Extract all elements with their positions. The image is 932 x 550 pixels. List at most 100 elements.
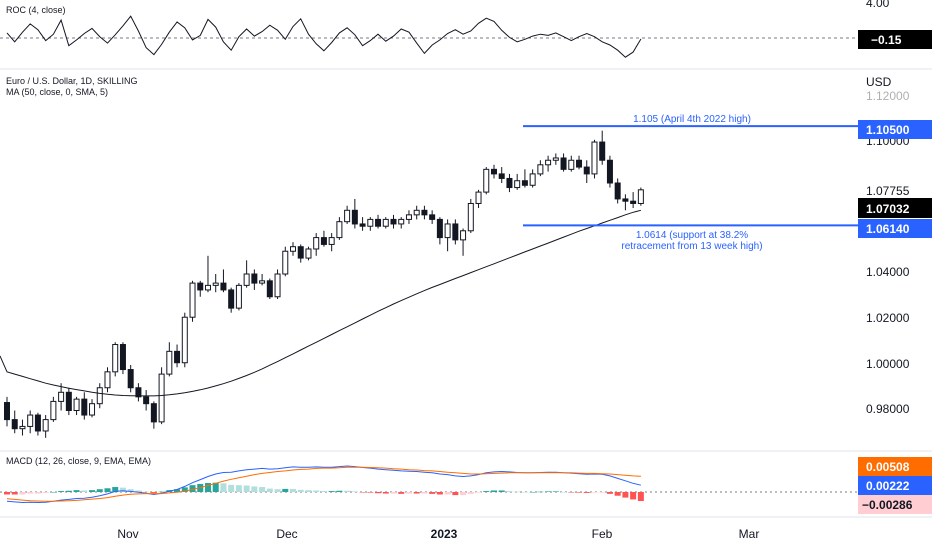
histogram-bar — [460, 492, 467, 496]
candle-up — [19, 425, 26, 430]
candle-up — [413, 209, 420, 216]
candle-up — [274, 273, 281, 298]
macd-line — [6, 465, 642, 504]
candle-up — [514, 180, 521, 189]
candle-up — [50, 400, 57, 421]
histogram-bar — [514, 491, 521, 493]
histogram-bar — [552, 491, 559, 492]
histogram-bar — [444, 492, 451, 495]
histogram-bar — [490, 490, 497, 492]
candle-down — [599, 141, 606, 161]
candle-down — [351, 209, 358, 225]
x-tick-label: Dec — [276, 527, 297, 541]
histogram-bar — [336, 490, 343, 492]
x-tick-label: Feb — [592, 527, 613, 541]
candle-up — [305, 248, 312, 259]
resistance-annotation: 1.105 (April 4th 2022 high) — [633, 114, 751, 125]
candle-up — [104, 371, 111, 389]
histogram-bar — [34, 492, 41, 494]
candle-up — [212, 282, 219, 286]
histogram-bar — [529, 492, 536, 493]
candle-up — [344, 209, 351, 223]
candle-up — [467, 202, 474, 232]
macd-histogram — [4, 482, 644, 501]
candle-up — [89, 403, 96, 416]
histogram-bar — [228, 484, 235, 492]
candle-up — [483, 168, 490, 193]
histogram-bar — [58, 491, 65, 492]
currency-label: USD — [866, 75, 892, 89]
candle-up — [235, 284, 242, 309]
candle-down — [630, 200, 637, 204]
histogram-bar — [560, 492, 567, 493]
price-panel: Euro / U.S. Dollar, 1D, SKILLING MA (50,… — [0, 75, 932, 438]
histogram-bar — [243, 485, 250, 492]
histogram-bar — [282, 488, 289, 492]
candle-up — [158, 373, 165, 423]
candle-up — [42, 419, 49, 432]
histogram-bar — [521, 492, 528, 493]
histogram-bar — [413, 492, 420, 494]
candle-down — [174, 350, 181, 364]
macd-title: MACD (12, 26, close, 9, EMA, EMA) — [6, 456, 151, 466]
candle-down — [421, 209, 428, 216]
price-tick: 1.12000 — [866, 89, 910, 103]
histogram-bar — [452, 492, 459, 496]
ma-line — [0, 209, 642, 397]
candle-up — [328, 237, 335, 245]
roc-value-tag — [858, 30, 932, 49]
histogram-bar — [390, 492, 397, 494]
last-price-text: 1.07032 — [866, 202, 910, 216]
roc-top-tick: 4.00 — [866, 0, 890, 10]
candle-down — [4, 402, 10, 421]
histogram-bar — [27, 492, 34, 494]
candle-up — [259, 280, 266, 284]
histogram-bar — [599, 492, 606, 493]
candle-up — [166, 350, 173, 375]
histogram-bar — [405, 492, 412, 494]
candle-down — [359, 223, 366, 227]
candle-down — [614, 182, 621, 200]
candle-down — [197, 282, 204, 291]
histogram-bar — [630, 492, 637, 500]
candle-up — [398, 218, 405, 225]
histogram-bar — [81, 490, 88, 492]
histogram-bar — [591, 492, 598, 493]
histogram-bar — [73, 490, 80, 492]
signal-value-tag — [858, 476, 932, 495]
candle-up — [189, 282, 196, 318]
candle-up — [58, 391, 65, 402]
candle-down — [320, 237, 327, 245]
candle-down — [220, 282, 227, 291]
support-price-tag — [858, 219, 932, 238]
candle-up — [290, 246, 297, 252]
candle-down — [583, 166, 590, 175]
candle-down — [606, 159, 613, 184]
candle-up — [537, 164, 544, 175]
resistance-price-text: 1.10500 — [866, 123, 910, 137]
candle-up — [27, 414, 34, 427]
candle-down — [498, 173, 505, 179]
histogram-bar — [583, 492, 590, 493]
histogram-bar — [568, 492, 575, 493]
histogram-bar — [606, 492, 613, 494]
histogram-bar — [351, 491, 358, 492]
histogram-bar — [320, 491, 327, 492]
candle-up — [552, 157, 559, 161]
histogram-bar — [89, 490, 96, 492]
candle-up — [382, 218, 389, 227]
histogram-bar — [359, 492, 366, 493]
candle-down — [452, 223, 459, 241]
histogram-bar — [19, 492, 26, 495]
histogram-bar — [96, 489, 103, 492]
candle-down — [521, 180, 528, 186]
histogram-bar — [576, 492, 583, 493]
histogram-bar — [251, 486, 258, 492]
candle-down — [506, 177, 513, 189]
candle-down — [251, 273, 258, 284]
macd-panel: MACD (12, 26, close, 9, EMA, EMA) 0.0050… — [0, 456, 932, 514]
histogram-bar — [344, 490, 351, 492]
price-tick: 0.98000 — [866, 402, 910, 416]
candle-up — [112, 344, 119, 373]
ma-title: MA (50, close, 0, SMA, 5) — [6, 87, 108, 97]
